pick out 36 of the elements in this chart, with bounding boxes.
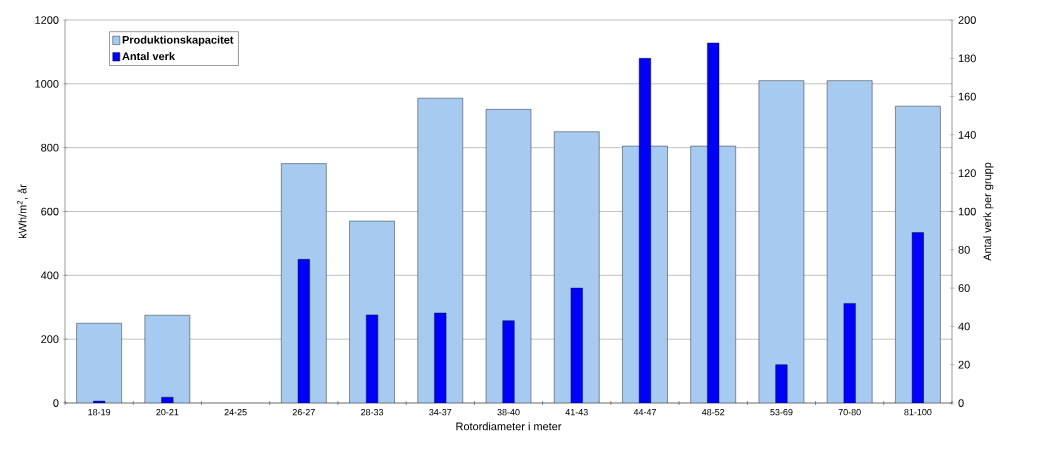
- y2-tick-label: 140: [958, 131, 976, 139]
- y2-tick-label: 100: [958, 207, 976, 216]
- y-tick-label: 1000: [35, 79, 59, 88]
- y2-tick-label: 20: [958, 360, 970, 369]
- x-tick-label: 18-19: [88, 409, 111, 416]
- y2-tick-label: 120: [958, 169, 976, 178]
- legend-label: Produktionskapacitet: [122, 35, 234, 46]
- x-tick-label: 28-33: [361, 409, 384, 416]
- y-tick-label: 800: [41, 143, 59, 152]
- y-tick-label: 0: [53, 399, 59, 407]
- x-tick-label: 53-69: [770, 409, 793, 416]
- legend-label: Antal verk: [122, 52, 176, 61]
- y-tick-label: 200: [41, 335, 59, 344]
- y2-tick-label: 180: [958, 54, 976, 63]
- y-tick-label: 1200: [35, 16, 59, 24]
- x-tick-label: 81-100: [904, 409, 932, 416]
- y-tick-label: 600: [41, 207, 59, 216]
- x-tick-label: 48-52: [701, 409, 725, 416]
- x-tick-label: 20-21: [156, 409, 179, 416]
- x-tick-label: 70-80: [838, 409, 861, 416]
- x-tick-label: 38-40: [497, 409, 520, 416]
- y2-tick-label: 0: [958, 399, 964, 407]
- y2-tick-label: 80: [958, 245, 970, 254]
- y2-tick-label: 160: [958, 92, 976, 101]
- y-axis-title: kWh/m$^{2}$, år: [17, 184, 28, 239]
- x-axis-title: Rotordiameter i meter: [456, 422, 562, 431]
- y2-axis-title: Antal verk per grupp: [983, 162, 994, 261]
- x-tick-label: 34-37: [429, 409, 452, 416]
- y2-tick-label: 200: [958, 16, 976, 24]
- y2-tick-label: 60: [958, 284, 970, 292]
- x-tick-label: 41-43: [565, 409, 588, 416]
- y-tick-label: 400: [40, 271, 59, 280]
- y2-tick-label: 40: [958, 322, 970, 331]
- x-tick-label: 24-25: [224, 409, 247, 416]
- x-tick-label: 26-27: [292, 409, 315, 416]
- x-tick-label: 44-47: [633, 409, 656, 416]
